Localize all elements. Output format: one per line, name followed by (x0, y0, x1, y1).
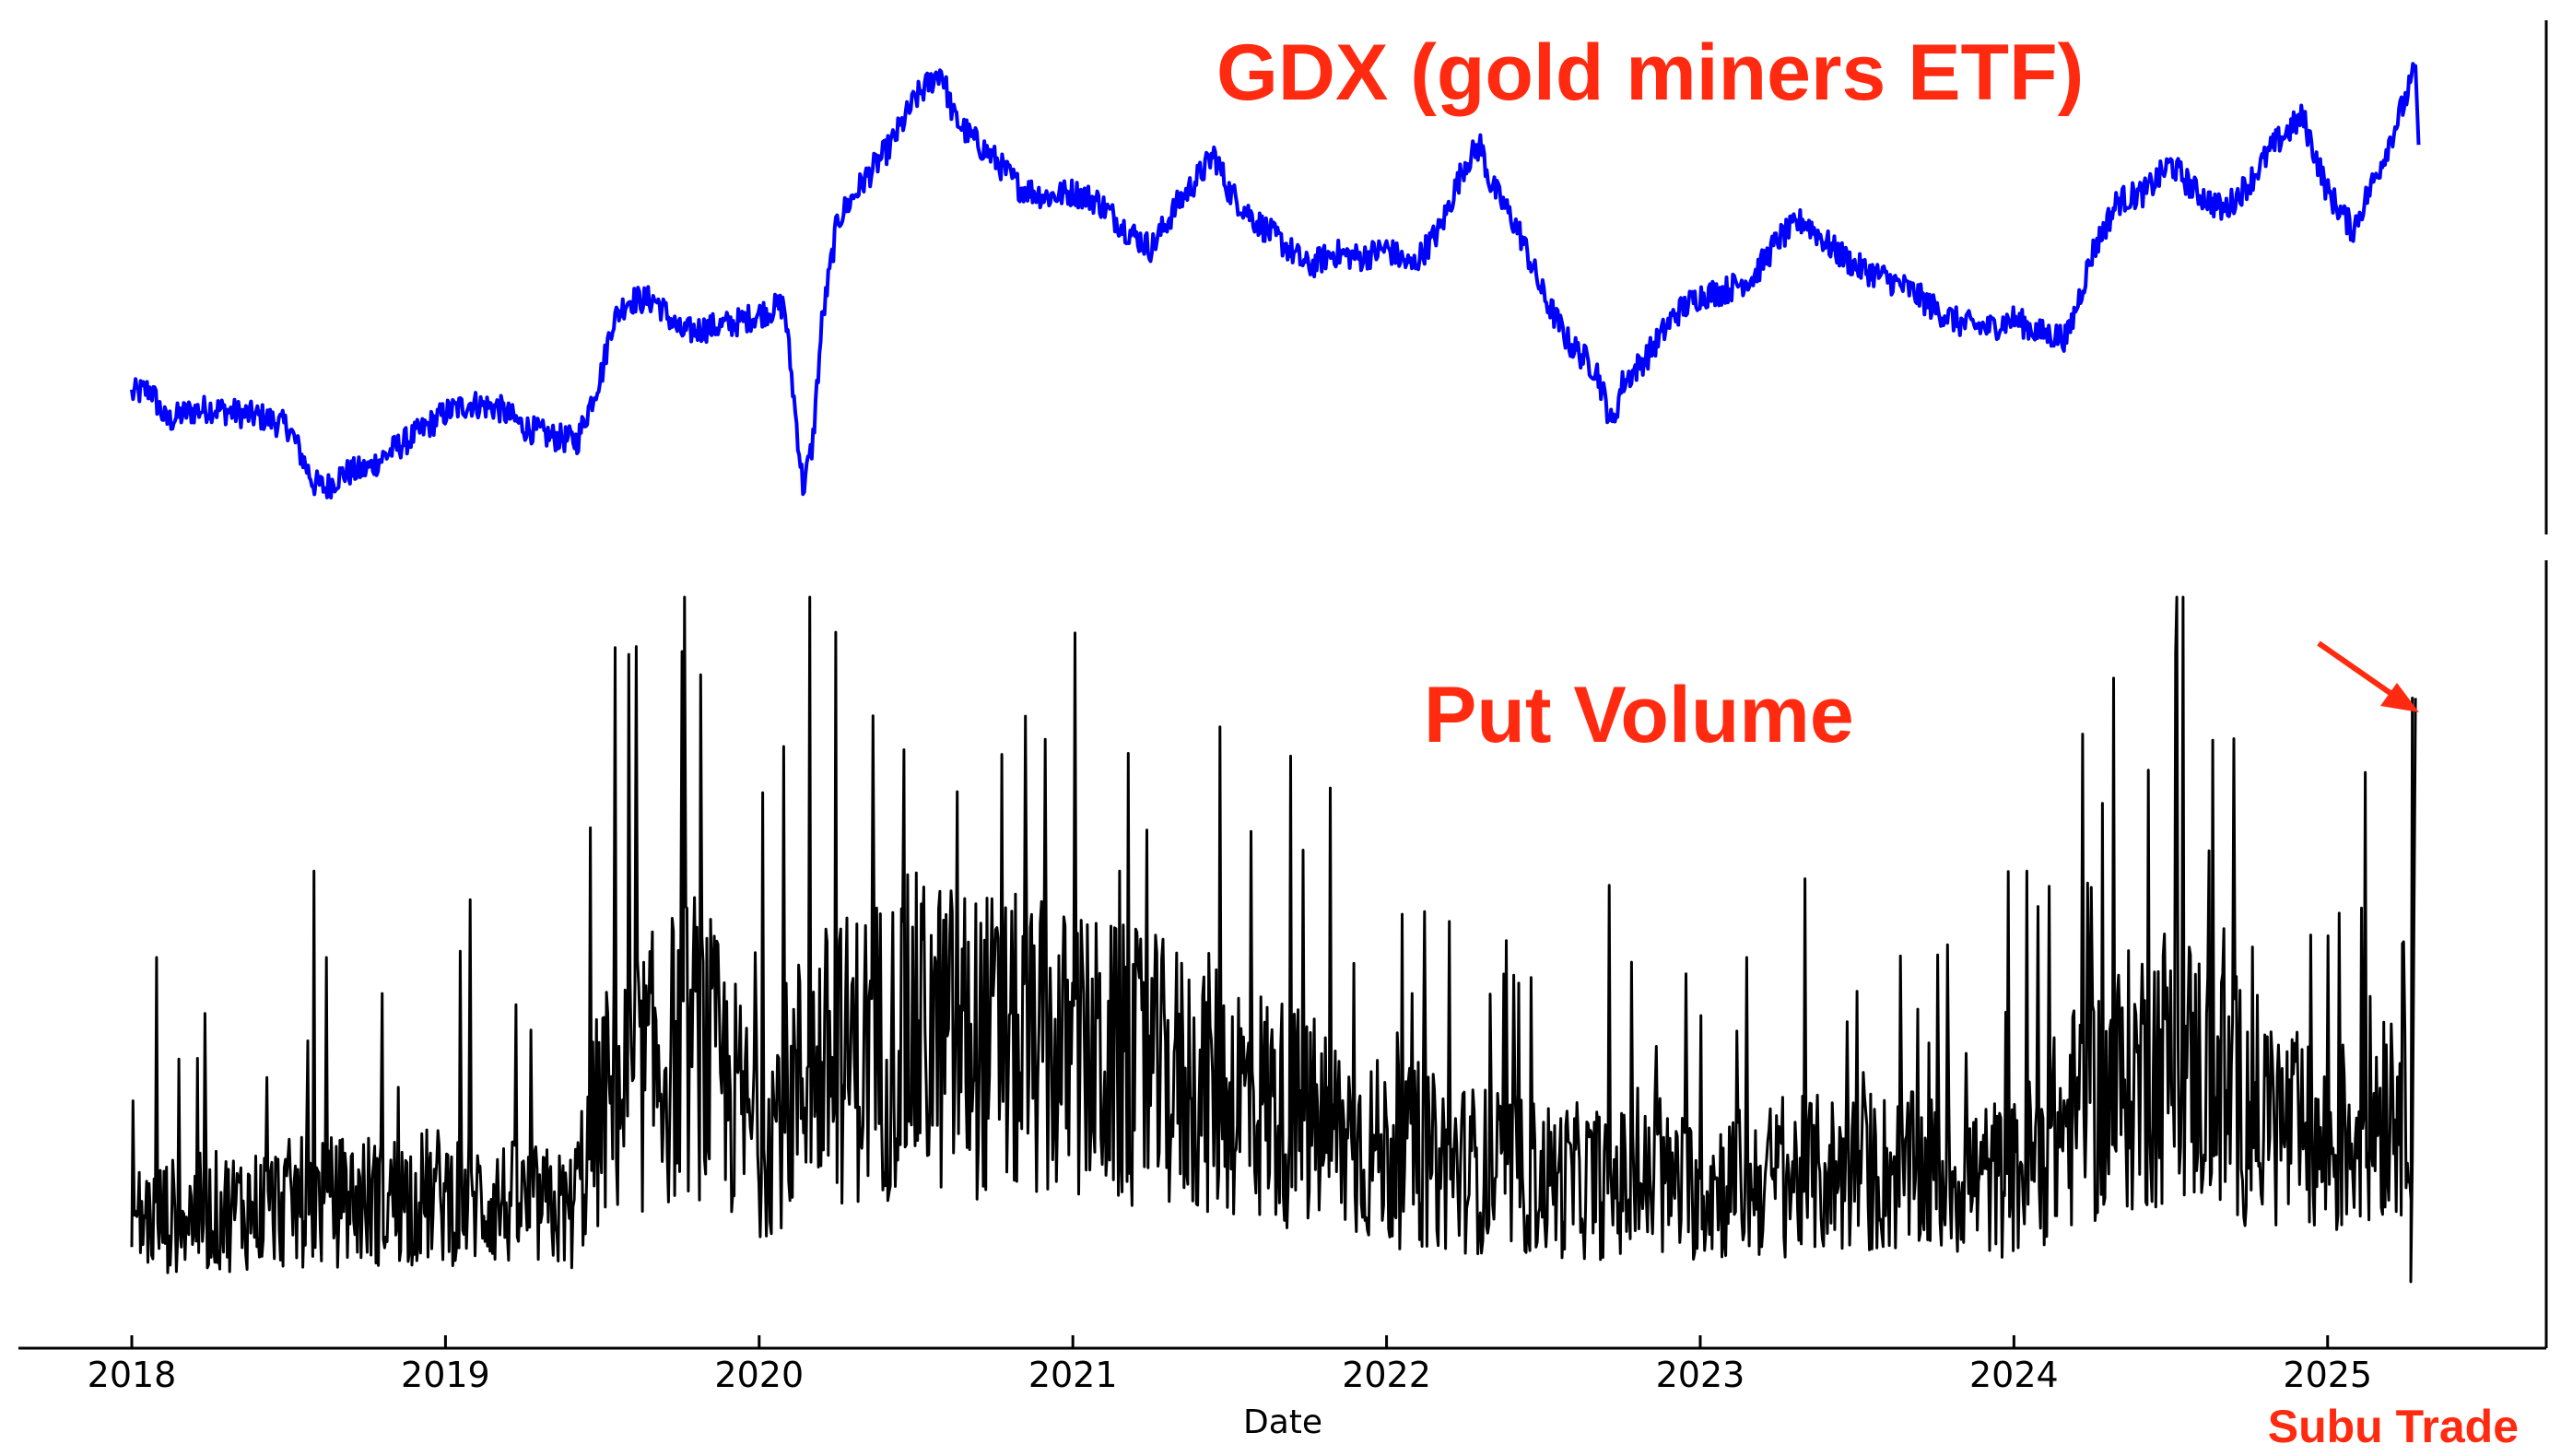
arrow-shaft (2317, 640, 2396, 699)
arrow-head (2380, 683, 2419, 712)
x-tick-label: 2020 (714, 1355, 804, 1395)
x-axis-ticks: 2018 2019 2020 2021 2022 2023 2024 2025 (88, 1335, 2372, 1395)
put-volume-series-line (130, 595, 2417, 1284)
x-tick-label: 2021 (1028, 1355, 1118, 1395)
gdx-panel: GDX (gold miners ETF) (130, 20, 2548, 534)
gdx-series-line (130, 62, 2421, 499)
x-tick-label: 2018 (88, 1355, 177, 1395)
gdx-title: GDX (gold miners ETF) (1216, 29, 2084, 117)
x-tick-label: 2019 (401, 1355, 490, 1395)
watermark-text: Subu Trade (2268, 1401, 2519, 1452)
x-axis-label: Date (1243, 1403, 1322, 1441)
x-tick-label: 2022 (1342, 1355, 1431, 1395)
arrow-annotation (2317, 640, 2419, 712)
x-tick-label: 2025 (2283, 1355, 2372, 1395)
x-tick-label: 2023 (1656, 1355, 1745, 1395)
put-volume-panel: Put Volume 2018 2019 2020 2021 2022 2023 2024 2… (18, 560, 2548, 1441)
x-tick-label: 2024 (1969, 1355, 2059, 1395)
put-volume-title: Put Volume (1424, 671, 1854, 759)
